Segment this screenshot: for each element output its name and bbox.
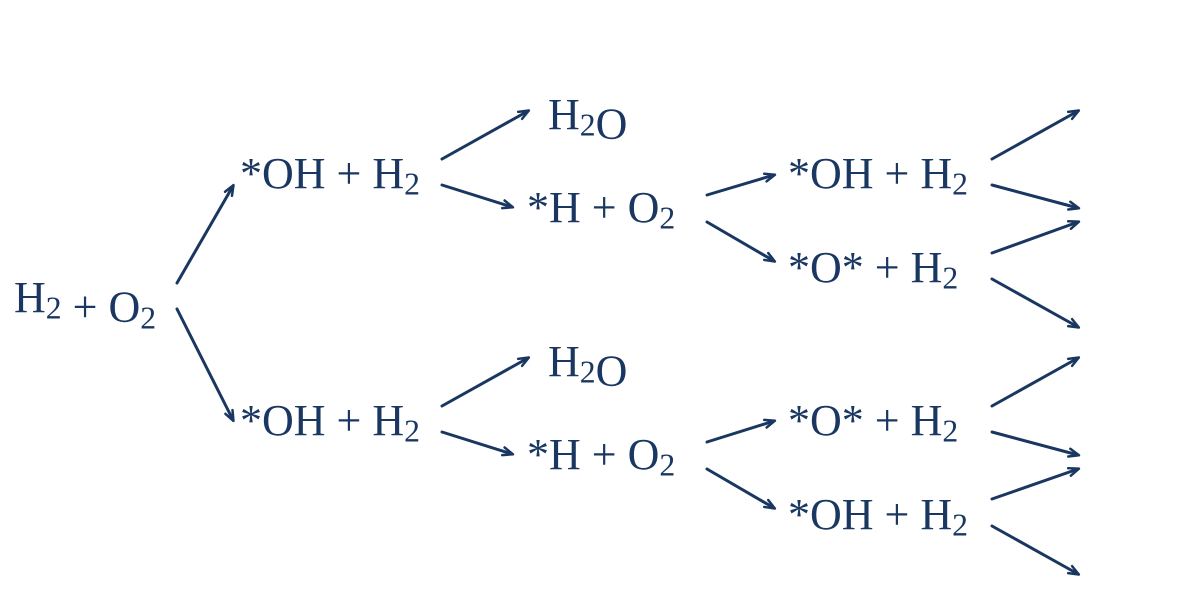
arrow — [707, 222, 774, 261]
arrow — [992, 279, 1078, 327]
arrow — [707, 469, 774, 508]
formula-node: H2 + O2 — [14, 273, 156, 336]
arrow — [992, 469, 1078, 499]
formula-node: *O* + H2 — [788, 396, 958, 449]
arrow — [707, 175, 774, 195]
arrow — [442, 358, 528, 406]
arrow — [992, 526, 1078, 574]
formula-node: *OH + H2 — [240, 396, 420, 449]
formula-node: H2O — [548, 90, 627, 149]
formula-node: *H + O2 — [527, 430, 675, 483]
arrow — [992, 432, 1078, 455]
arrow — [992, 185, 1078, 208]
formula-node: *OH + H2 — [788, 490, 968, 543]
formula-node: H2O — [548, 337, 627, 396]
arrow — [177, 186, 233, 283]
arrow — [707, 421, 774, 442]
arrow — [992, 222, 1078, 253]
formula-node: *H + O2 — [527, 183, 675, 236]
reaction-tree-diagram: H2 + O2 *OH + H2 *OH + H2 H2O *H + O2 H2O *H +… — [0, 0, 1200, 600]
nodes: H2 + O2 *OH + H2 *OH + H2 H2O *H + O2 H2O *H +… — [14, 90, 968, 543]
formula-node: *O* + H2 — [788, 243, 958, 296]
arrow — [177, 309, 233, 420]
arrow — [992, 358, 1078, 406]
arrow — [442, 432, 512, 454]
formula-node: *OH + H2 — [240, 149, 420, 202]
arrow — [992, 111, 1078, 159]
arrow — [442, 185, 512, 207]
arrow — [442, 111, 528, 159]
formula-node: *OH + H2 — [788, 149, 968, 202]
